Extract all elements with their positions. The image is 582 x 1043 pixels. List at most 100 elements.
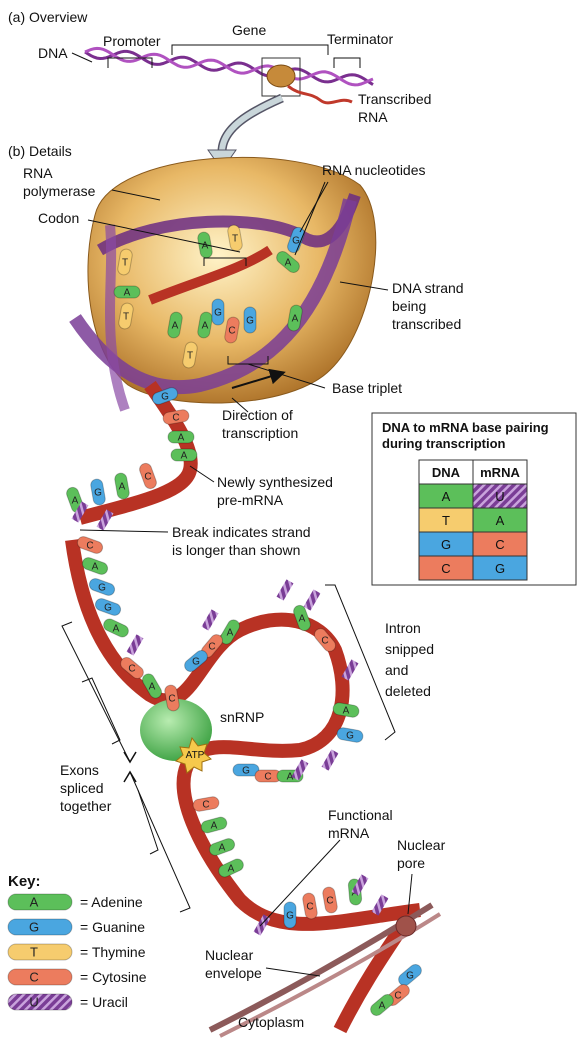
table-header: DNA [432,465,461,480]
nucleotide-body [287,226,305,254]
nucleotide: T [227,224,243,252]
nucleotide-letter: G [246,316,254,327]
nucleotide-letter: C [202,800,209,811]
nucleotide-body [276,251,300,273]
nucleotide-body [113,285,141,299]
key-letter: T [30,944,38,959]
table-cell [472,555,528,581]
rna-polymerase-label: RNA polymerase [23,165,96,199]
nucleotide-letter: G [98,583,106,594]
nucleotide-body [118,302,134,330]
functional-mrna-label: Functional mRNA [328,807,393,841]
key-title: Key: [8,873,41,890]
nucleotide: A [293,604,311,632]
nucleotide-letter: A [178,433,185,444]
nucleotide-letter: G [406,971,414,982]
leader [189,465,215,483]
nucleotide-letter: G [242,766,250,777]
nuclear-pore-label: Nuclear pore [397,837,446,871]
nucleotide: C [164,684,180,712]
nucleotide-letter: A [92,562,99,573]
nucleotide-body [243,306,257,334]
intron-label: Intron snipped and deleted [385,620,434,699]
nucleotide-body [224,316,240,344]
nucleotide-letter: C [326,896,333,907]
nucleotide: G [243,306,257,334]
nucleotide-letter: C [208,642,215,653]
nucleotide: C [322,886,338,914]
polymerase-small [266,64,296,88]
leader [339,281,389,291]
nucleotide-letter: C [172,413,179,424]
nucleotide-body [167,430,195,444]
uracil-stub [126,634,144,656]
key-letter: A [30,894,39,909]
leader [111,189,161,201]
bracket [333,57,361,68]
nucleotide-letter: C [321,636,328,647]
nucleotide: C [139,462,157,490]
nucleotide: A [167,311,183,339]
nucleotide-letter: A [202,321,209,332]
table-cell-text: U [495,489,504,504]
table-cell-text: T [442,513,450,528]
uracil-stub [341,659,359,681]
nucleotide-body [220,619,240,645]
nucleotide: A [218,858,244,878]
rna-nucleotides-label: RNA nucleotides [322,162,426,178]
table-title: DNA to mRNA base pairing during transcrip… [382,420,549,451]
nucleotide: C [224,316,240,344]
nucleotide-body [114,472,130,500]
nucleotide: G [283,901,297,929]
rna-small [287,84,353,105]
nucleotide-body [192,796,220,812]
nucleotide-body [76,536,104,554]
pre-mrna-label: Newly synthesized pre-mRNA [217,474,333,508]
nucleotide: A [113,285,141,299]
table-cell-text: G [441,537,451,552]
nucleotide-letter: A [343,706,350,717]
nucleotide-body [370,994,394,1016]
nucleotide: A [114,472,130,500]
nuclear-envelope-label: Nuclear envelope [205,947,262,981]
leader [231,397,249,413]
table-cell [418,555,474,581]
nucleotide-body [151,387,179,405]
table-cell-text: A [496,513,505,528]
nucleotide-body [142,673,162,699]
nucleotide-body [232,763,260,777]
nucleotide-letter: A [287,772,294,783]
nucleotide-body [170,448,198,462]
nucleotide-body [336,727,364,743]
nucleotide-body [164,684,180,712]
dna-strand [105,224,130,412]
nucleotide-body [90,478,106,506]
bracket [61,621,191,913]
dna-helix [84,46,374,87]
nucleotide-body [103,618,129,638]
table-cell [472,507,528,533]
details-title: (b) Details [8,143,72,159]
nucleotide-letter: C [264,772,271,783]
bracket [107,57,153,68]
nucleotide-letter: A [72,496,79,507]
nucleotide-body [302,892,318,920]
uracil-stub [321,749,339,771]
leader [407,873,413,915]
mrna-strand [333,926,406,1034]
nuclear-pore [395,915,417,937]
nucleotide-body [197,311,213,339]
nucleotide: T [182,341,198,369]
exons-label: Exons spliced together [60,762,112,814]
nucleotide: G [184,650,208,672]
nucleotide-letter: T [122,258,128,269]
nucleotide: G [232,763,260,777]
nucleotide: A [370,994,394,1016]
leader [294,181,326,256]
nucleotide: A [167,430,195,444]
leader [87,219,247,266]
nucleotide-body [139,462,157,490]
nucleotide: G [90,478,106,506]
nucleotide-letter: T [123,312,129,323]
